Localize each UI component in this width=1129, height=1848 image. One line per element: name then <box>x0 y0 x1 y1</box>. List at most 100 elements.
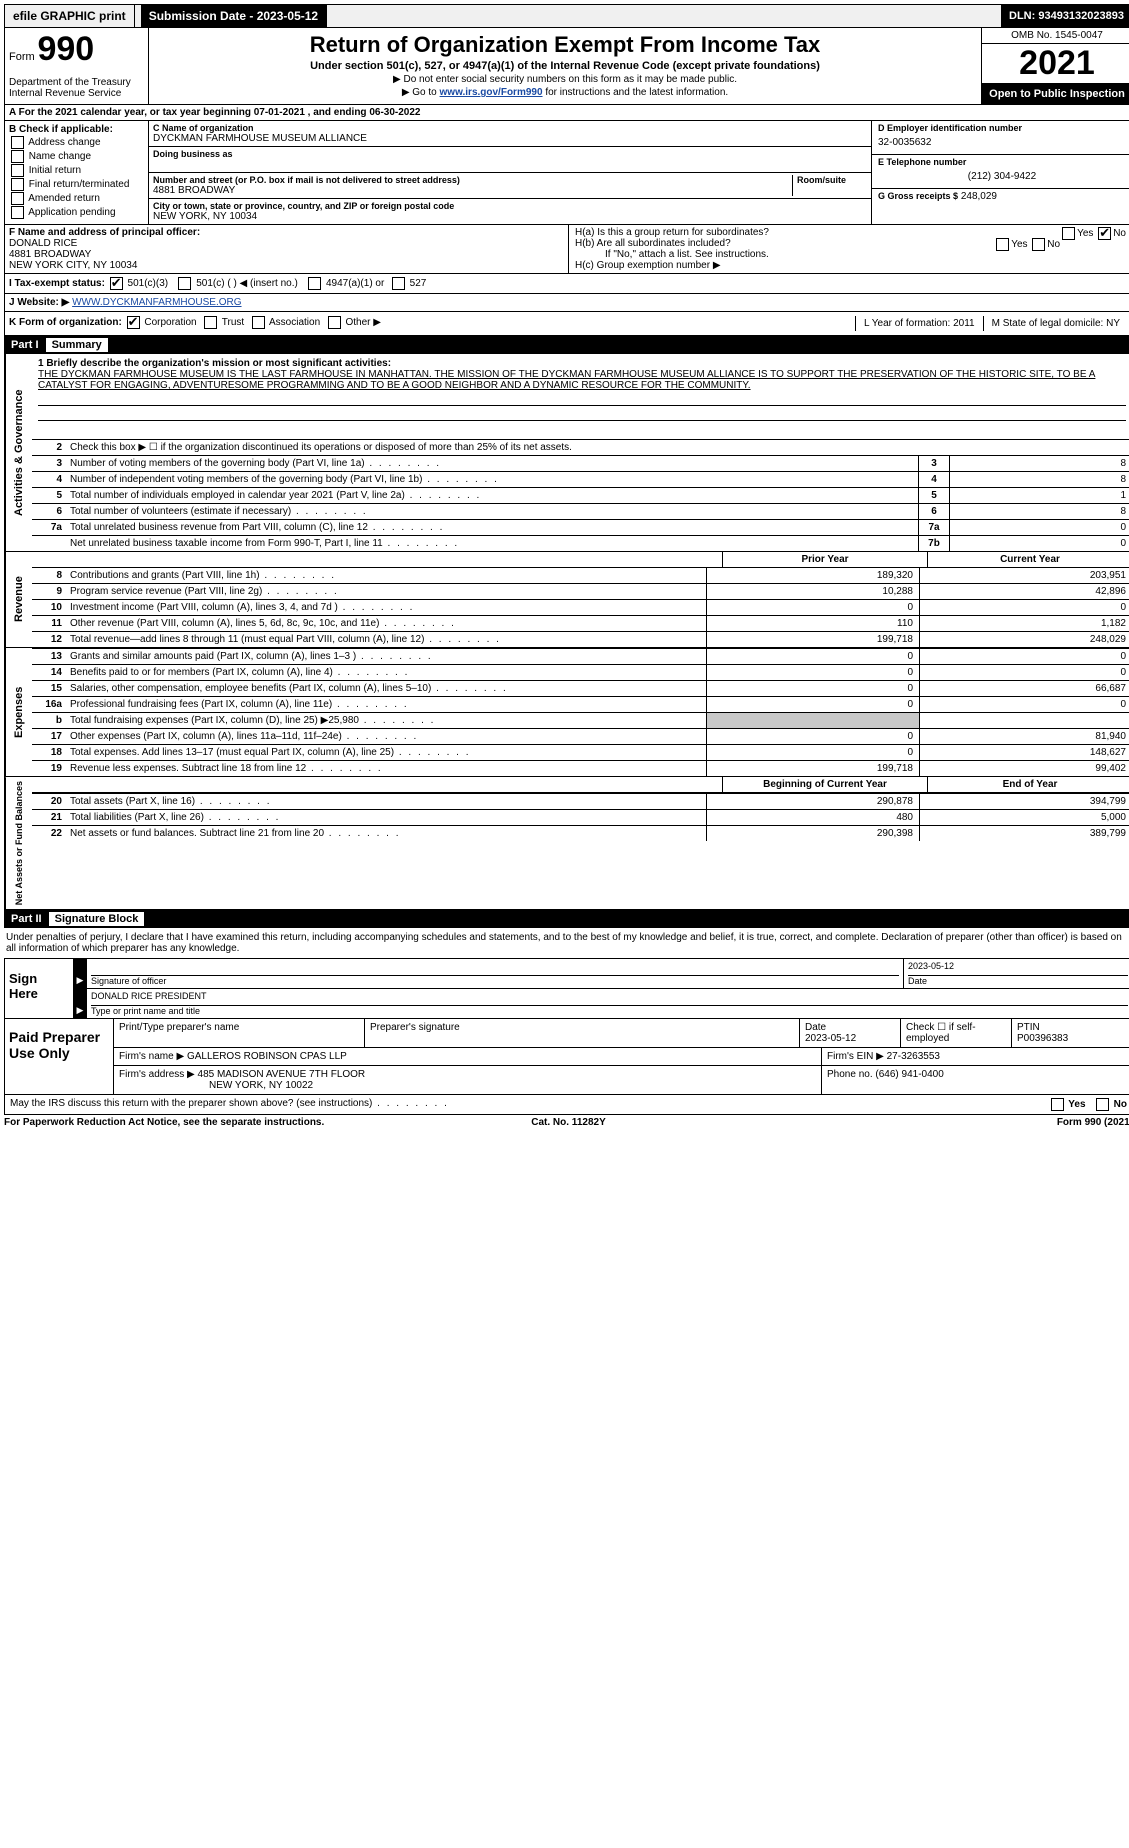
line-num: 12 <box>32 632 66 647</box>
discuss-yes-check[interactable] <box>1051 1098 1064 1111</box>
vtab-governance: Activities & Governance <box>5 354 32 551</box>
activities-governance: Activities & Governance 1 Briefly descri… <box>4 354 1129 552</box>
part-i-num: Part I <box>11 339 39 351</box>
line-num: 13 <box>32 649 66 664</box>
line-text: Benefits paid to or for members (Part IX… <box>66 665 706 680</box>
line-num: 4 <box>32 472 66 487</box>
check-initial-return[interactable]: Initial return <box>29 165 81 176</box>
officer-group-block: F Name and address of principal officer:… <box>4 225 1129 274</box>
website-row: J Website: ▶ WWW.DYCKMANFARMHOUSE.ORG <box>4 294 1129 312</box>
check-final-return[interactable]: Final return/terminated <box>29 179 130 190</box>
current-year-val: 99,402 <box>919 761 1129 776</box>
self-employed-check[interactable]: Check ☐ if self-employed <box>901 1019 1012 1047</box>
form-subtitle: Under section 501(c), 527, or 4947(a)(1)… <box>153 60 977 72</box>
net-assets-section: Net Assets or Fund Balances Beginning of… <box>4 777 1129 910</box>
dba-label: Doing business as <box>153 149 867 159</box>
sign-date: 2023-05-12 <box>908 961 1128 976</box>
part-i-bar: Part I Summary <box>4 336 1129 354</box>
firm-addr1: 485 MADISON AVENUE 7TH FLOOR <box>198 1069 366 1080</box>
goto-pre: ▶ Go to <box>402 87 440 98</box>
form-title: Return of Organization Exempt From Incom… <box>153 32 977 58</box>
line-text: Investment income (Part VIII, column (A)… <box>66 600 706 615</box>
line-box: 4 <box>918 472 949 487</box>
form-footer: Form 990 (2021) <box>757 1117 1129 1128</box>
check-other[interactable] <box>328 316 341 329</box>
check-name-change[interactable]: Name change <box>29 151 91 162</box>
city-value: NEW YORK, NY 10034 <box>153 211 867 222</box>
line-value: 0 <box>949 536 1129 551</box>
line-num: 8 <box>32 568 66 583</box>
sign-here-label: Sign Here <box>5 959 73 1018</box>
check-if-applicable: B Check if applicable: Address change Na… <box>5 121 149 224</box>
line-num: 17 <box>32 729 66 744</box>
line-num: 19 <box>32 761 66 776</box>
line-text: Total expenses. Add lines 13–17 (must eq… <box>66 745 706 760</box>
hb-yes[interactable]: Yes <box>1011 239 1027 250</box>
line-text: Check this box ▶ ☐ if the organization d… <box>66 440 1129 455</box>
line-num: 7a <box>32 520 66 535</box>
mission-text: THE DYCKMAN FARMHOUSE MUSEUM IS THE LAST… <box>38 369 1126 391</box>
line-text: Professional fundraising fees (Part IX, … <box>66 697 706 712</box>
ha-no[interactable]: No <box>1113 228 1126 239</box>
current-year-val: 394,799 <box>919 794 1129 809</box>
entity-block: B Check if applicable: Address change Na… <box>4 121 1129 225</box>
line-box: 7b <box>918 536 949 551</box>
line-text: Total number of volunteers (estimate if … <box>66 504 918 519</box>
begin-year-hdr: Beginning of Current Year <box>722 777 927 792</box>
line-num: 2 <box>32 440 66 455</box>
line-text: Number of voting members of the governin… <box>66 456 918 471</box>
check-address-change[interactable]: Address change <box>28 137 100 148</box>
check-association[interactable] <box>252 316 265 329</box>
ha-yes[interactable]: Yes <box>1077 228 1093 239</box>
part-ii-num: Part II <box>11 913 42 925</box>
line-text: Other revenue (Part VIII, column (A), li… <box>66 616 706 631</box>
current-year-val: 389,799 <box>919 826 1129 841</box>
discuss-text: May the IRS discuss this return with the… <box>10 1098 372 1109</box>
rev-hdr-spacer <box>32 552 722 567</box>
tax-exempt-row: I Tax-exempt status: 501(c)(3) 501(c) ( … <box>4 274 1129 294</box>
paperwork-notice: For Paperwork Reduction Act Notice, see … <box>4 1117 380 1128</box>
line-num: 6 <box>32 504 66 519</box>
current-year-hdr: Current Year <box>927 552 1129 567</box>
line-text: Revenue less expenses. Subtract line 18 … <box>66 761 706 776</box>
line-text: Number of independent voting members of … <box>66 472 918 487</box>
revenue-section: Revenue Prior Year Current Year 8 Contri… <box>4 552 1129 648</box>
part-ii-title: Signature Block <box>49 912 145 926</box>
prior-year-val: 199,718 <box>706 632 919 647</box>
current-year-val: 203,951 <box>919 568 1129 583</box>
firm-addr-label: Firm's address ▶ <box>119 1069 195 1080</box>
check-application-pending[interactable]: Application pending <box>28 207 115 218</box>
submission-date: Submission Date - 2023-05-12 <box>141 5 327 27</box>
check-501c[interactable] <box>178 277 191 290</box>
tax-period: A For the 2021 calendar year, or tax yea… <box>4 105 1129 121</box>
check-501c3[interactable] <box>110 277 123 290</box>
room-label: Room/suite <box>797 175 867 185</box>
irs-link[interactable]: www.irs.gov/Form990 <box>440 87 543 98</box>
firm-ein: 27-3263553 <box>887 1051 940 1062</box>
prep-date: 2023-05-12 <box>805 1033 856 1044</box>
discuss-no-check[interactable] <box>1096 1098 1109 1111</box>
line-box: 7a <box>918 520 949 535</box>
line-text: Total unrelated business revenue from Pa… <box>66 520 918 535</box>
check-trust[interactable] <box>204 316 217 329</box>
check-amended[interactable]: Amended return <box>28 193 100 204</box>
street-value: 4881 BROADWAY <box>153 185 792 196</box>
line-text: Total liabilities (Part X, line 26) <box>66 810 706 825</box>
website-link[interactable]: WWW.DYCKMANFARMHOUSE.ORG <box>72 297 241 308</box>
line-num: 20 <box>32 794 66 809</box>
line-text: Net assets or fund balances. Subtract li… <box>66 826 706 841</box>
hb-no[interactable]: No <box>1047 239 1060 250</box>
current-year-val: 42,896 <box>919 584 1129 599</box>
prior-year-val: 199,718 <box>706 761 919 776</box>
ssn-note: ▶ Do not enter social security numbers o… <box>153 74 977 85</box>
check-527[interactable] <box>392 277 405 290</box>
prior-year-val: 0 <box>706 600 919 615</box>
name-title-label: Type or print name and title <box>91 1006 1128 1016</box>
form-label: Form <box>9 51 35 63</box>
current-year-val: 66,687 <box>919 681 1129 696</box>
check-4947[interactable] <box>308 277 321 290</box>
officer-street: 4881 BROADWAY <box>9 249 564 260</box>
line-text: Total fundraising expenses (Part IX, col… <box>66 713 706 728</box>
ein-value: 32-0035632 <box>878 133 1126 152</box>
check-corporation[interactable] <box>127 316 140 329</box>
